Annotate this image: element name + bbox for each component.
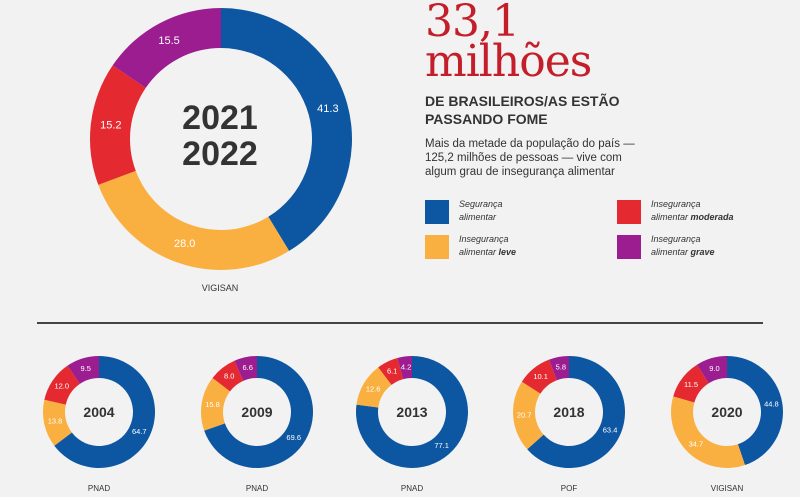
legend-label-moderada: Insegurança alimentar moderada xyxy=(651,198,771,224)
donut-slice-grave-2013 xyxy=(397,356,412,380)
legend-swatch-seguranca xyxy=(425,200,449,224)
legend-swatch-grave xyxy=(617,235,641,259)
donut-year-2013: 2013 xyxy=(396,404,428,420)
donut-label-leve-2020: 34.7 xyxy=(689,439,704,448)
donut-label-moderada-big: 15.2 xyxy=(100,120,121,132)
donut-source-2004: PNAD xyxy=(87,484,111,493)
donut-chart-2013: 77.1 12.6 6.1 4.2 xyxy=(356,356,468,468)
legend-swatch-leve xyxy=(425,235,449,259)
donut-source-2009: PNAD xyxy=(245,484,269,493)
legend-label-line2-pre: alimentar xyxy=(459,247,499,257)
donut-label-grave-2004: 9.5 xyxy=(81,364,91,373)
donut-label-grave-2020: 9.0 xyxy=(709,364,719,373)
donut-label-leve-2009: 15.8 xyxy=(205,400,220,409)
donut-slice-leve-2009 xyxy=(201,377,231,431)
headline-number: 33,1 milhões xyxy=(425,0,592,87)
headline-number-line1: 33,1 xyxy=(425,0,520,47)
donut-slice-leve-2018 xyxy=(513,381,544,450)
donut-slice-grave-2020 xyxy=(696,356,727,384)
donut-label-leve-2018: 20.7 xyxy=(517,411,532,420)
donut-slice-moderada-2004 xyxy=(44,365,80,405)
donut-label-moderada-2018: 10.1 xyxy=(533,372,548,381)
donut-label-grave-big: 15.5 xyxy=(158,35,179,47)
legend-label-line1: Segurança xyxy=(459,199,503,209)
donut-slice-moderada-2009 xyxy=(212,360,244,392)
legend-item-leve: Insegurança alimentar leve xyxy=(425,233,595,263)
legend-label-line1: Insegurança xyxy=(651,199,701,209)
donut-slice-seguranca-2018 xyxy=(527,356,625,468)
donut-slice-leve-2020 xyxy=(671,396,745,468)
legend-item-moderada: Insegurança alimentar moderada xyxy=(617,198,787,228)
donut-chart-2021-2022: 41.3 28.0 15.2 15.5 xyxy=(90,8,352,270)
donut-label-leve-big: 28.0 xyxy=(174,238,195,250)
donut-chart-2009: 69.6 15.8 8.0 6.6 xyxy=(201,356,313,468)
donut-slice-moderada-big xyxy=(90,65,146,185)
headline-number-line2: milhões xyxy=(425,36,592,87)
donut-label-seguranca-2020: 44.8 xyxy=(764,400,779,409)
donut-label-leve-2004: 13.8 xyxy=(48,417,63,426)
donut-source-2020: VIGISAN xyxy=(710,484,744,493)
headline-subtitle: DE BRASILEIROS/AS ESTÃO PASSANDO FOME xyxy=(425,93,620,127)
big-chart-year-line1: 2021 xyxy=(182,99,258,137)
legend-label-line2-pre: alimentar xyxy=(651,212,691,222)
donut-slice-seguranca-big xyxy=(221,8,352,251)
donut-label-seguranca-2009: 69.6 xyxy=(286,433,301,442)
legend-item-grave: Insegurança alimentar grave xyxy=(617,233,787,263)
donut-slice-grave-2004 xyxy=(67,356,99,384)
donut-label-leve-2013: 12.6 xyxy=(366,384,381,393)
donut-source-2013: PNAD xyxy=(400,484,424,493)
donut-year-2004: 2004 xyxy=(83,404,115,420)
legend-label-line1: Insegurança xyxy=(651,234,701,244)
donut-slice-grave-big xyxy=(112,8,221,88)
legend-label-line2-bold: moderada xyxy=(690,212,734,222)
donut-slice-moderada-2013 xyxy=(378,357,404,385)
headline-description: Mais da metade da população do país — 12… xyxy=(425,138,635,178)
section-divider xyxy=(37,322,763,324)
donut-label-moderada-2020: 11.5 xyxy=(684,380,698,389)
donut-label-moderada-2013: 6.1 xyxy=(387,367,397,376)
legend-label-line1: Insegurança xyxy=(459,234,509,244)
donut-slice-leve-2013 xyxy=(356,367,392,408)
donut-label-grave-2018: 5.8 xyxy=(556,363,566,372)
big-chart-year: 2021 2022 xyxy=(150,100,290,172)
donut-label-seguranca-2013: 77.1 xyxy=(434,441,449,450)
donut-slice-seguranca-2009 xyxy=(204,356,313,468)
donut-slice-leve-2004 xyxy=(42,399,72,446)
donut-year-2020: 2020 xyxy=(711,404,743,420)
donut-label-seguranca-2018: 63.4 xyxy=(603,425,618,434)
legend-label-line2: alimentar xyxy=(459,212,497,222)
donut-source-2018: POF xyxy=(560,484,578,493)
donut-label-seguranca-2004: 64.7 xyxy=(132,427,147,436)
donut-slice-leve-big xyxy=(98,170,290,270)
donut-year-2009: 2009 xyxy=(241,404,273,420)
donut-slice-moderada-2018 xyxy=(521,359,557,394)
big-chart-source: VIGISAN xyxy=(201,283,239,293)
legend-label-grave: Insegurança alimentar grave xyxy=(651,233,771,259)
legend-label-line2-bold: grave xyxy=(690,247,715,257)
legend-label-leve: Insegurança alimentar leve xyxy=(459,233,579,259)
donut-label-grave-2013: 4.2 xyxy=(401,362,411,371)
donut-slice-seguranca-2020 xyxy=(727,356,783,466)
donut-label-moderada-2004: 12.0 xyxy=(54,382,69,391)
donut-slice-seguranca-2013 xyxy=(356,356,468,468)
donut-label-seguranca-big: 41.3 xyxy=(317,103,338,115)
donut-slice-moderada-2020 xyxy=(673,364,709,403)
legend-swatch-moderada xyxy=(617,200,641,224)
legend-item-seguranca: Segurança alimentar xyxy=(425,198,595,228)
donut-slice-seguranca-2004 xyxy=(54,356,155,468)
legend-label-line2-bold: leve xyxy=(498,247,517,257)
big-chart-year-line2: 2022 xyxy=(182,135,258,173)
donut-label-moderada-2009: 8.0 xyxy=(224,372,234,381)
donut-year-2018: 2018 xyxy=(553,404,585,420)
legend-label-line2-pre: alimentar xyxy=(651,247,691,257)
donut-chart-2004: 64.7 13.8 12.0 9.5 xyxy=(42,356,155,468)
donut-chart-2020: 44.8 34.7 11.5 9.0 xyxy=(671,356,783,468)
donut-slice-grave-2018 xyxy=(549,356,569,381)
legend-label-seguranca: Segurança alimentar xyxy=(459,198,579,224)
donut-label-grave-2009: 6.6 xyxy=(243,363,253,372)
donut-chart-2018: 63.4 20.7 10.1 5.8 xyxy=(513,356,625,468)
donut-slice-grave-2009 xyxy=(234,356,257,381)
